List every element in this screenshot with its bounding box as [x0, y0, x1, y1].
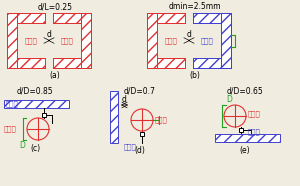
Text: (a): (a): [50, 71, 60, 80]
Text: d: d: [122, 95, 127, 104]
Bar: [215, 134, 280, 142]
Bar: [147, 13, 157, 68]
Text: d/D=0.85: d/D=0.85: [17, 86, 53, 95]
Text: 热表面: 热表面: [4, 126, 17, 132]
Bar: [81, 13, 91, 68]
Text: 热表面: 热表面: [61, 37, 74, 44]
Bar: [53, 13, 91, 23]
Text: d: d: [46, 30, 51, 39]
Bar: [110, 91, 118, 143]
Text: (e): (e): [240, 146, 250, 155]
Text: d/D=0.7: d/D=0.7: [124, 86, 156, 95]
Bar: [7, 13, 45, 23]
Text: 冷表面: 冷表面: [6, 101, 19, 107]
Bar: [4, 100, 69, 108]
Text: 热表面: 热表面: [155, 117, 168, 123]
Text: d: d: [187, 30, 191, 39]
Bar: [42, 113, 46, 117]
Text: d/L=0.25: d/L=0.25: [38, 2, 73, 11]
Text: D: D: [19, 141, 25, 150]
Text: 冷表面: 冷表面: [201, 37, 213, 44]
Text: dmin=2.5mm: dmin=2.5mm: [169, 2, 221, 11]
Text: (c): (c): [30, 144, 40, 153]
Bar: [7, 58, 45, 68]
Text: D: D: [226, 95, 232, 104]
Bar: [193, 13, 231, 23]
Bar: [221, 13, 231, 68]
Text: 热表面: 热表面: [248, 111, 261, 117]
Text: d/D=0.65: d/D=0.65: [226, 86, 263, 95]
Text: (b): (b): [190, 71, 200, 80]
Bar: [239, 128, 243, 132]
Bar: [140, 132, 144, 136]
Text: 热表面: 热表面: [165, 37, 177, 44]
Bar: [193, 58, 231, 68]
Text: (d): (d): [135, 146, 146, 155]
Text: 冷表面: 冷表面: [248, 129, 261, 135]
Text: 冷表面: 冷表面: [124, 143, 136, 150]
Bar: [147, 13, 185, 23]
Text: 热表面: 热表面: [25, 37, 38, 44]
Bar: [147, 58, 185, 68]
Bar: [53, 58, 91, 68]
Bar: [7, 13, 17, 68]
